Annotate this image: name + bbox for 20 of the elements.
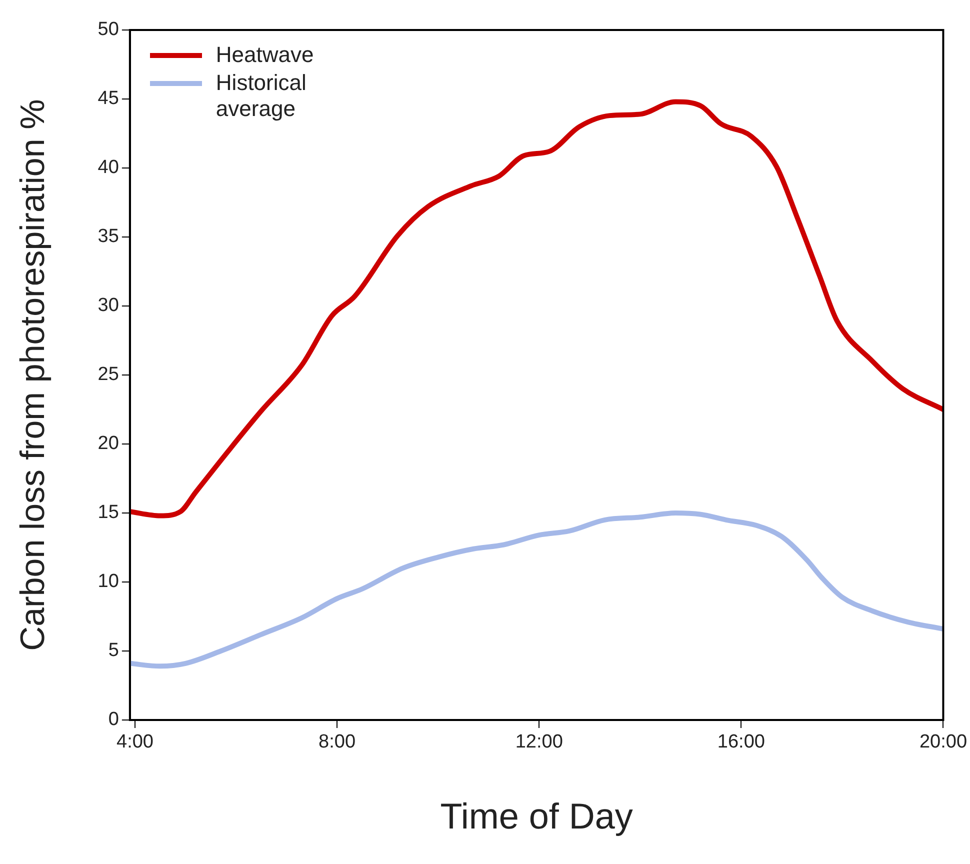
x-tick-label: 4:00 (116, 732, 154, 753)
y-tick-label: 25 (98, 364, 119, 386)
y-tick-label: 40 (98, 157, 119, 178)
legend-label: Heatwave (216, 42, 314, 68)
y-tick-label: 5 (108, 640, 119, 662)
y-tick-label: 50 (98, 19, 119, 40)
y-tick-label: 35 (98, 226, 119, 248)
legend-label: Historical average (216, 70, 308, 122)
y-tick-label: 10 (98, 571, 119, 592)
x-tick-label: 8:00 (318, 732, 356, 753)
y-tick-label: 30 (98, 295, 119, 316)
x-axis-title: Time of Day (440, 795, 633, 836)
y-tick-label: 15 (98, 502, 119, 524)
x-tick-label: 12:00 (515, 732, 563, 753)
y-axis-title: Carbon loss from photorespiration % (14, 99, 52, 651)
x-tick-label: 20:00 (919, 732, 967, 753)
x-tick-label: 16:00 (717, 732, 765, 753)
y-tick-label: 20 (98, 433, 119, 454)
y-tick-label: 45 (98, 88, 119, 110)
y-tick-label: 0 (108, 709, 119, 730)
